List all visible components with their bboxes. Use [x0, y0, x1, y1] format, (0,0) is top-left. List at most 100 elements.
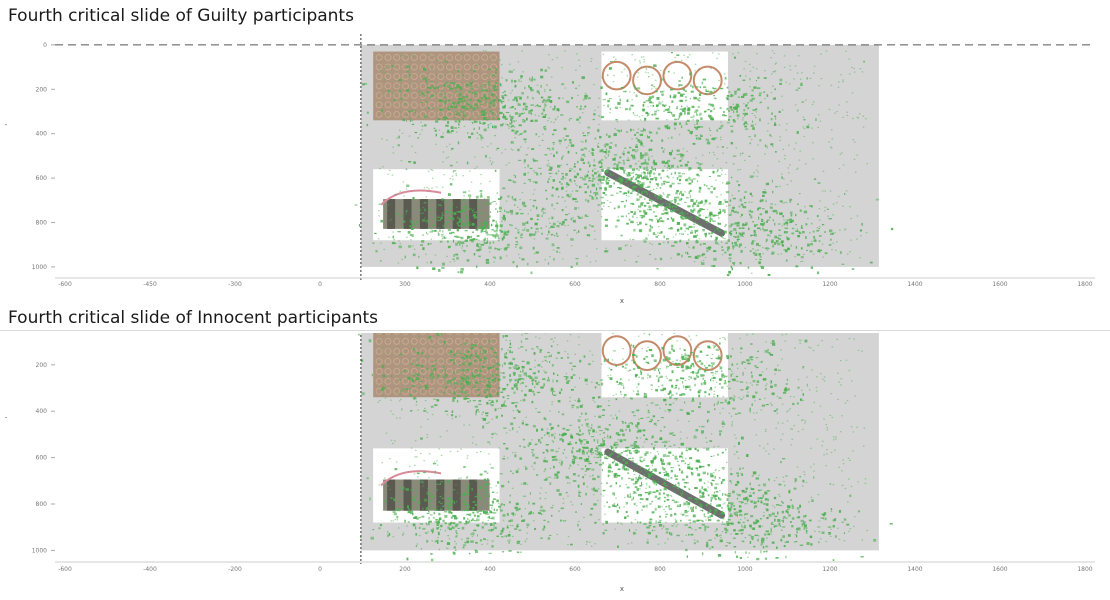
gaze-point: [758, 398, 761, 400]
gaze-point: [412, 197, 415, 200]
gaze-point: [534, 78, 536, 81]
gaze-point: [543, 115, 547, 118]
gaze-point: [662, 202, 664, 205]
gaze-point: [532, 158, 535, 160]
gaze-point: [853, 158, 856, 160]
gaze-point: [682, 148, 685, 150]
gaze-point: [412, 374, 416, 377]
gaze-point: [665, 211, 669, 215]
gaze-point: [407, 511, 410, 514]
gaze-point: [471, 239, 474, 243]
gaze-point: [674, 56, 676, 59]
gaze-point: [483, 202, 485, 205]
gaze-point: [703, 219, 706, 222]
gaze-point: [491, 233, 495, 236]
gaze-point: [476, 242, 478, 245]
gaze-point: [699, 133, 702, 136]
gaze-point: [619, 156, 622, 159]
gaze-point: [541, 112, 544, 115]
gaze-point: [483, 470, 487, 473]
gaze-point: [734, 236, 737, 238]
gaze-point: [651, 437, 653, 439]
gaze-point: [616, 129, 619, 131]
gaze-point: [517, 103, 521, 106]
texture-dot: [472, 110, 480, 118]
gaze-point: [730, 129, 734, 133]
gaze-point: [595, 248, 598, 250]
gaze-point: [550, 121, 553, 123]
gaze-point: [648, 208, 652, 211]
gaze-point: [791, 227, 795, 230]
gaze-point: [594, 386, 597, 389]
gaze-point: [727, 122, 730, 124]
gaze-point: [458, 363, 461, 366]
gaze-point: [479, 122, 482, 124]
gaze-point: [420, 480, 424, 484]
gaze-point: [710, 185, 713, 188]
gaze-point: [447, 535, 450, 537]
gaze-point: [424, 532, 428, 534]
gaze-point: [663, 487, 667, 491]
gaze-point: [433, 127, 436, 129]
gaze-point: [741, 95, 745, 99]
gaze-point: [641, 377, 644, 380]
gaze-point: [763, 77, 767, 79]
gaze-point: [512, 472, 514, 475]
gaze-point: [695, 429, 699, 432]
gaze-point: [662, 241, 665, 243]
gaze-point: [698, 465, 702, 469]
gaze-point: [408, 161, 412, 163]
gaze-point: [604, 194, 607, 196]
gaze-point: [567, 380, 571, 382]
gaze-point: [610, 194, 614, 196]
gaze-point: [385, 65, 387, 67]
gaze-point: [513, 528, 518, 530]
gaze-point: [470, 235, 473, 239]
gaze-point: [492, 95, 494, 99]
gaze-point: [591, 424, 593, 426]
gaze-point: [626, 173, 631, 177]
gaze-point: [467, 486, 470, 489]
gaze-point: [707, 347, 712, 349]
gaze-point: [750, 488, 755, 491]
gaze-point: [619, 462, 622, 464]
gaze-point: [632, 239, 635, 241]
gaze-point: [708, 127, 710, 130]
gaze-point: [489, 68, 491, 70]
gaze-point: [409, 219, 412, 222]
gaze-point: [526, 523, 530, 527]
gaze-point: [496, 230, 498, 232]
gaze-point: [631, 447, 635, 449]
gaze-point: [530, 217, 533, 221]
gaze-point: [445, 117, 449, 119]
gaze-point: [446, 381, 449, 384]
gaze-point: [465, 376, 469, 379]
gaze-point: [567, 224, 570, 226]
gaze-point: [527, 178, 532, 181]
gaze-point: [442, 101, 446, 103]
gaze-point: [744, 128, 749, 130]
gaze-point: [502, 396, 505, 399]
gaze-point: [415, 364, 420, 367]
gaze-point: [646, 166, 648, 170]
gaze-point: [503, 113, 505, 117]
gaze-point: [561, 460, 564, 464]
gaze-point: [548, 355, 551, 358]
gaze-point: [497, 89, 499, 91]
gaze-point: [533, 181, 536, 183]
gaze-point: [796, 253, 801, 256]
gaze-point: [676, 486, 680, 489]
gaze-point: [532, 424, 536, 427]
gaze-point: [571, 190, 574, 192]
gaze-point: [636, 179, 640, 183]
texture-dot: [384, 367, 392, 375]
gaze-point: [645, 111, 649, 115]
gaze-point: [690, 90, 694, 93]
gaze-point: [559, 251, 561, 254]
gaze-point: [426, 187, 428, 189]
texture-dot: [375, 347, 383, 355]
gaze-point: [606, 177, 609, 180]
gaze-point: [588, 363, 591, 366]
gaze-point: [643, 101, 646, 104]
gaze-point: [430, 222, 432, 224]
